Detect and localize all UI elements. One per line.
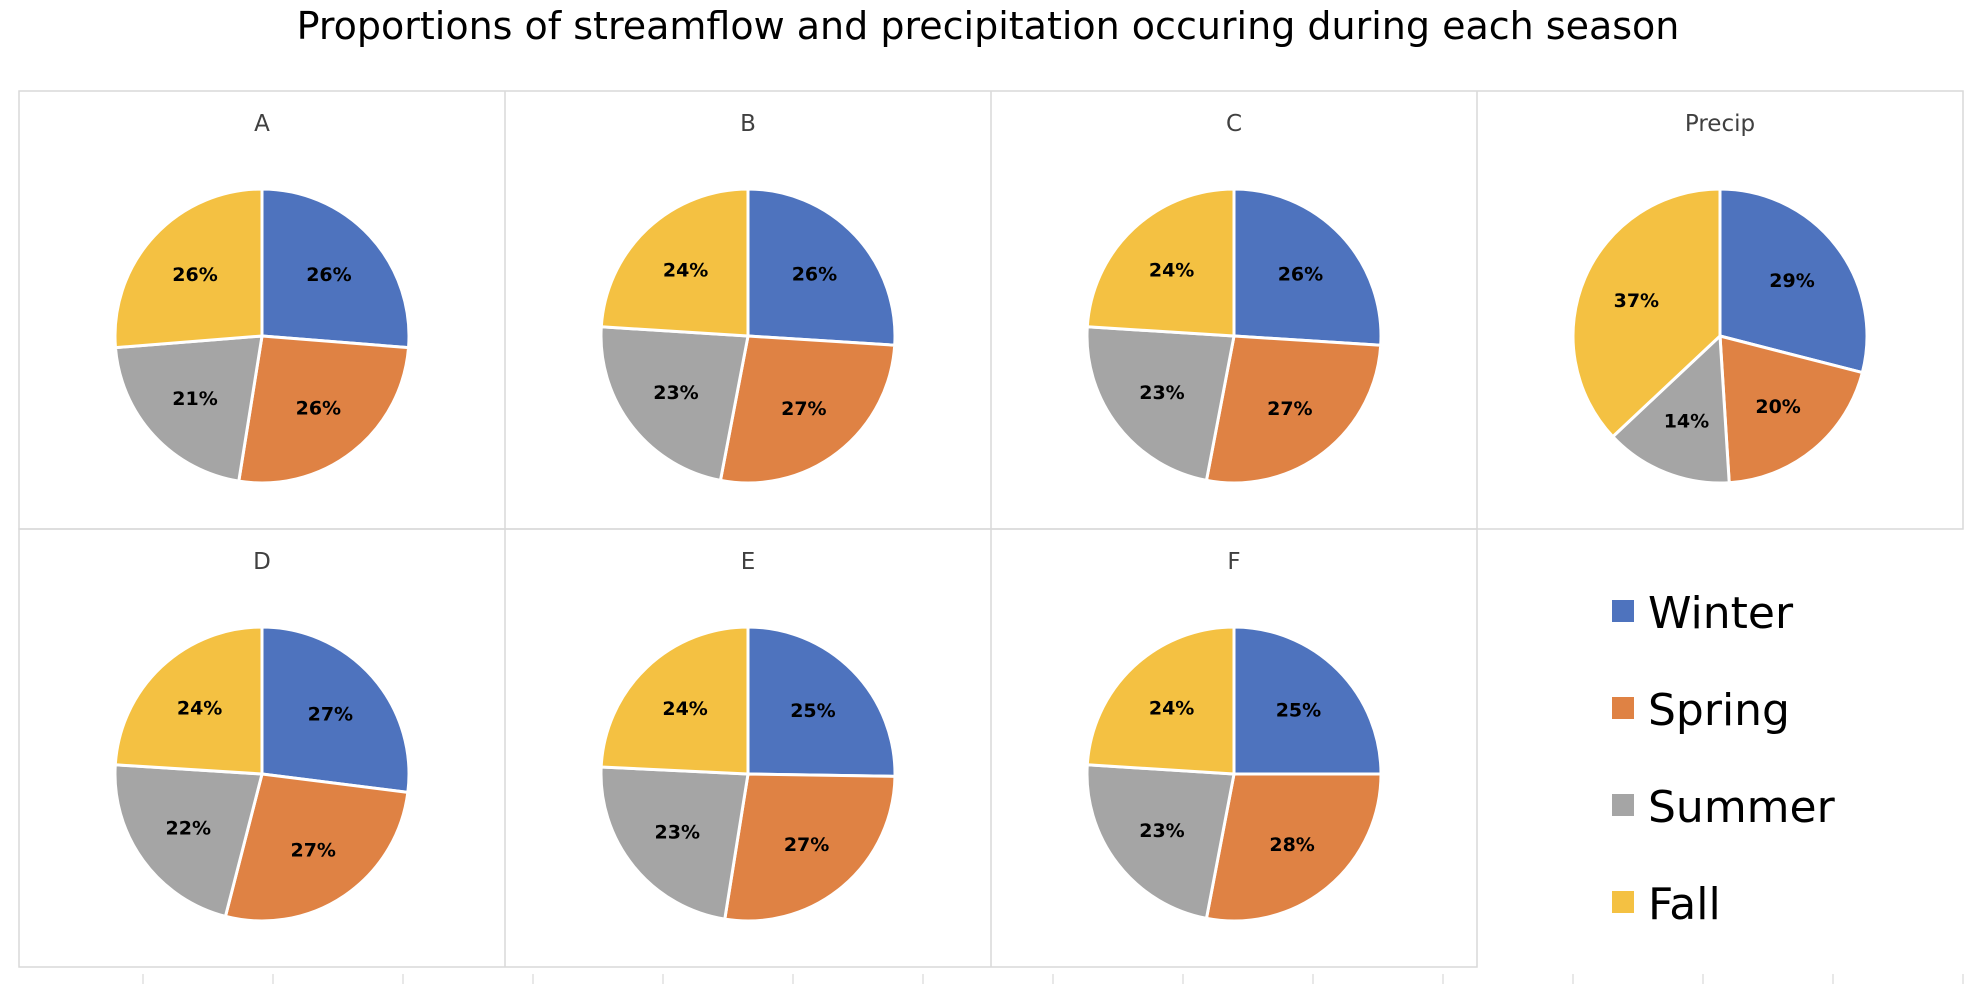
pie-title-c: C — [1226, 111, 1242, 137]
legend-label-fall: Fall — [1648, 879, 1721, 930]
grid-border-bottom-row — [18, 528, 1478, 968]
slice-label-b-winter: 26% — [792, 264, 837, 286]
slice-label-d-spring: 27% — [290, 839, 335, 861]
slice-label-precip-winter: 29% — [1769, 270, 1814, 292]
slice-d-fall — [113, 625, 264, 776]
pie-title-e: E — [741, 549, 756, 575]
slice-label-f-winter: 25% — [1276, 700, 1321, 722]
slice-c-winter — [1232, 187, 1383, 347]
legend-swatch-spring — [1612, 697, 1634, 719]
legend-label-spring: Spring — [1648, 685, 1790, 736]
legend-swatch-fall — [1612, 891, 1634, 913]
slice-c-summer — [1085, 325, 1236, 482]
slice-label-e-fall: 24% — [662, 698, 707, 720]
slice-f-spring — [1204, 772, 1383, 923]
slice-b-spring — [718, 334, 897, 485]
pie-precip: Precip 29% 20% 14% 37% — [1571, 111, 1869, 485]
slice-a-winter — [260, 187, 411, 350]
slice-e-spring — [723, 772, 897, 923]
pie-f: F 25% 28% 23% 24% — [1085, 549, 1383, 923]
pie-b: B 26% 27% 23% 24% — [599, 111, 897, 485]
slice-label-c-summer: 23% — [1139, 382, 1184, 404]
slice-label-a-spring: 26% — [296, 398, 341, 420]
slice-e-summer — [599, 765, 750, 921]
legend-swatch-winter — [1612, 600, 1634, 622]
chart-title: Proportions of streamflow and precipitat… — [296, 4, 1680, 48]
slice-precip-fall — [1571, 187, 1722, 439]
slice-label-e-spring: 27% — [784, 834, 829, 856]
legend-label-summer: Summer — [1648, 782, 1836, 833]
slice-label-d-fall: 24% — [177, 698, 222, 720]
slice-label-d-winter: 27% — [308, 704, 353, 726]
slice-label-a-summer: 21% — [172, 388, 217, 410]
slice-e-winter — [746, 625, 897, 778]
slice-precip-winter — [1718, 187, 1869, 375]
slice-label-e-winter: 25% — [790, 700, 835, 722]
legend: Winter Spring Summer Fall — [1612, 588, 1836, 930]
pie-title-precip: Precip — [1685, 111, 1755, 137]
slice-label-b-fall: 24% — [663, 260, 708, 282]
slice-precip-summer — [1611, 334, 1731, 485]
slice-label-c-fall: 24% — [1149, 260, 1194, 282]
pie-title-d: D — [253, 549, 271, 575]
slice-precip-spring — [1718, 334, 1864, 485]
slice-label-d-summer: 22% — [166, 818, 211, 840]
slice-label-precip-spring: 20% — [1755, 396, 1800, 418]
slice-d-spring — [223, 772, 410, 923]
legend-label-winter: Winter — [1648, 588, 1794, 639]
slice-e-fall — [599, 625, 750, 776]
slice-a-spring — [237, 334, 411, 485]
slice-label-f-spring: 28% — [1269, 834, 1314, 856]
legend-swatch-summer — [1612, 794, 1634, 816]
slice-f-fall — [1085, 625, 1236, 776]
pie-a: A 26% 26% 21% 26% — [113, 111, 411, 485]
slice-a-fall — [113, 187, 264, 350]
slice-label-e-summer: 23% — [655, 821, 700, 843]
pie-title-b: B — [740, 111, 756, 137]
slice-label-a-fall: 26% — [172, 264, 217, 286]
pie-title-a: A — [254, 111, 270, 137]
slice-a-summer — [113, 334, 264, 483]
slice-b-winter — [746, 187, 897, 347]
slice-b-fall — [599, 187, 750, 338]
slice-label-precip-fall: 37% — [1614, 290, 1659, 312]
slice-label-a-winter: 26% — [306, 264, 351, 286]
pie-d: D 27% 27% 22% 24% — [113, 549, 411, 923]
slice-label-f-summer: 23% — [1139, 820, 1184, 842]
slice-label-f-fall: 24% — [1149, 698, 1194, 720]
slice-f-winter — [1232, 625, 1383, 776]
pie-c: C 26% 27% 23% 24% — [1085, 111, 1383, 485]
slice-c-spring — [1204, 334, 1383, 485]
pie-title-f: F — [1227, 549, 1240, 575]
pie-e: E 25% 27% 23% 24% — [599, 549, 897, 923]
slice-label-c-spring: 27% — [1267, 398, 1312, 420]
slice-f-summer — [1085, 763, 1236, 920]
slice-label-b-summer: 23% — [653, 382, 698, 404]
slice-d-winter — [260, 625, 411, 794]
slice-label-c-winter: 26% — [1278, 264, 1323, 286]
slice-label-b-spring: 27% — [781, 398, 826, 420]
slice-b-summer — [599, 325, 750, 482]
slice-label-precip-summer: 14% — [1664, 411, 1709, 433]
slice-d-summer — [113, 763, 264, 918]
slice-c-fall — [1085, 187, 1236, 338]
